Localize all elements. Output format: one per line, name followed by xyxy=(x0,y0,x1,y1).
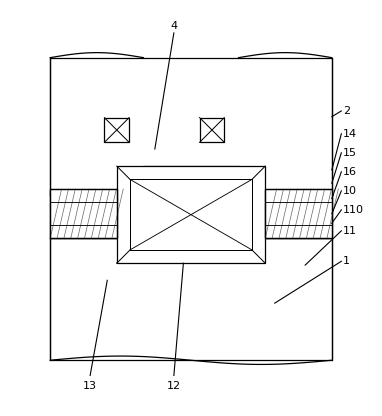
Bar xyxy=(50,238,332,360)
Bar xyxy=(50,189,117,238)
Bar xyxy=(265,189,332,238)
Text: 15: 15 xyxy=(343,148,357,158)
Text: 12: 12 xyxy=(167,381,181,391)
Bar xyxy=(104,118,129,142)
Text: 16: 16 xyxy=(343,167,357,177)
Bar xyxy=(50,189,117,238)
Bar xyxy=(130,179,252,250)
Text: 10: 10 xyxy=(343,186,357,196)
Text: 1: 1 xyxy=(343,256,350,266)
Bar xyxy=(117,166,265,263)
Text: 13: 13 xyxy=(83,381,97,391)
Bar xyxy=(199,118,224,142)
Text: 14: 14 xyxy=(343,129,358,139)
Text: 2: 2 xyxy=(343,106,350,116)
Text: 110: 110 xyxy=(343,205,364,215)
Bar xyxy=(50,58,332,195)
Bar xyxy=(265,189,332,238)
Bar xyxy=(143,166,239,195)
Polygon shape xyxy=(117,238,265,263)
Text: 4: 4 xyxy=(170,21,177,31)
Text: 11: 11 xyxy=(343,226,357,236)
